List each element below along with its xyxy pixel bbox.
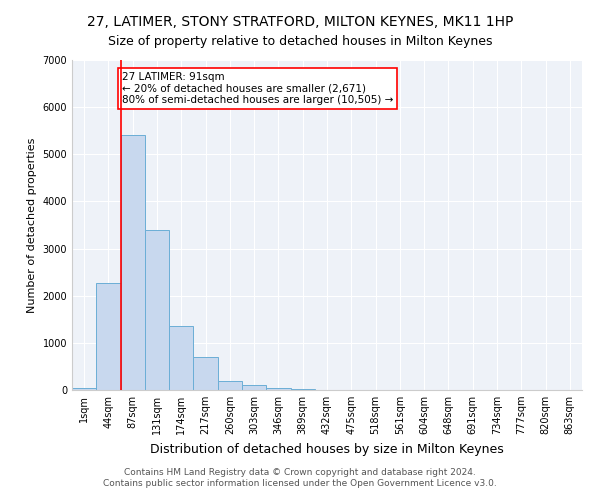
Bar [169, 326, 193, 390]
Bar [218, 380, 242, 390]
X-axis label: Distribution of detached houses by size in Milton Keynes: Distribution of detached houses by size … [150, 442, 504, 456]
Bar [242, 386, 266, 390]
Bar [193, 357, 218, 390]
Text: 27 LATIMER: 91sqm
← 20% of detached houses are smaller (2,671)
80% of semi-detac: 27 LATIMER: 91sqm ← 20% of detached hous… [122, 72, 393, 105]
Bar [72, 388, 96, 390]
Bar [121, 136, 145, 390]
Bar [266, 388, 290, 390]
Bar [145, 230, 169, 390]
Y-axis label: Number of detached properties: Number of detached properties [27, 138, 37, 312]
Bar [96, 282, 121, 390]
Text: Contains HM Land Registry data © Crown copyright and database right 2024.
Contai: Contains HM Land Registry data © Crown c… [103, 468, 497, 487]
Text: Size of property relative to detached houses in Milton Keynes: Size of property relative to detached ho… [108, 35, 492, 48]
Text: 27, LATIMER, STONY STRATFORD, MILTON KEYNES, MK11 1HP: 27, LATIMER, STONY STRATFORD, MILTON KEY… [87, 15, 513, 29]
